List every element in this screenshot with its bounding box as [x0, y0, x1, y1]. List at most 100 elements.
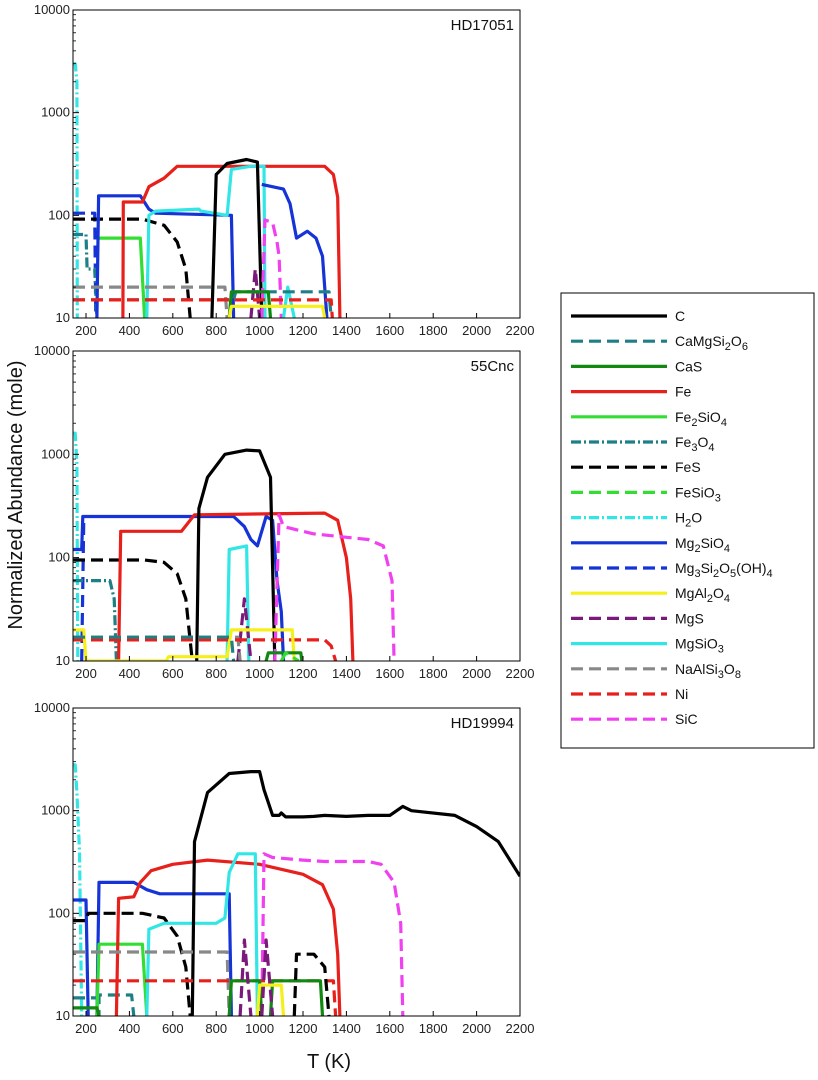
series-c-line — [195, 448, 277, 661]
series-mgal2o4-line — [227, 304, 327, 318]
series-fe-line — [121, 164, 342, 318]
x-tick-label: 200 — [75, 323, 97, 338]
series-mgal2o4-line — [255, 983, 286, 1016]
legend-label: MgSiO3 — [675, 636, 724, 656]
series-mgs-line — [249, 267, 262, 318]
legend-label: MgS — [675, 610, 704, 626]
panel-0: HD17051 200 400 600 800 1000 1200 1400 1600 1800 2… — [34, 2, 535, 338]
x-tick-label: 2200 — [506, 323, 535, 338]
series-fe2sio4-line — [96, 236, 147, 318]
y-tick-label: 100 — [48, 550, 70, 565]
x-axis-label: T (K) — [307, 1051, 351, 1073]
legend-label: CaMgSi2O6 — [675, 333, 748, 353]
series-naalsi3o8-line — [73, 285, 229, 318]
x-tick-label: 200 — [75, 1021, 97, 1036]
series-mgs-line — [260, 938, 275, 1016]
legend-label: Fe2SiO4 — [675, 409, 727, 429]
series-h2o-line — [73, 431, 80, 661]
series-camgsi2o6-line — [73, 993, 136, 1016]
series-ni-line — [73, 638, 338, 661]
x-tick-label: 1000 — [245, 666, 274, 681]
series-h2o-line — [73, 62, 79, 318]
series-mg2sio4-line — [95, 194, 236, 318]
x-tick-label: 800 — [205, 323, 227, 338]
legend-label: MgAl2O4 — [675, 585, 730, 605]
series-fe3o4-line — [73, 232, 99, 318]
x-tick-label: 600 — [162, 1021, 184, 1036]
y-tick-label: 1000 — [41, 446, 70, 461]
x-tick-label: 1000 — [245, 1021, 274, 1036]
x-tick-label: 400 — [119, 1021, 141, 1036]
plot-frame — [72, 9, 521, 319]
x-tick-label: 800 — [205, 1021, 227, 1036]
y-tick-label: 1000 — [41, 105, 70, 120]
x-tick-label: 1400 — [332, 323, 361, 338]
x-tick-label: 1400 — [332, 1021, 361, 1036]
series-fe-line — [117, 511, 355, 661]
series-fesio3-line — [279, 651, 300, 661]
series-mgsio3-line — [145, 852, 259, 1016]
x-tick-label: 1800 — [419, 1021, 448, 1036]
series-sic-line — [260, 218, 283, 318]
x-tick-label: 1000 — [245, 323, 274, 338]
legend-label: Ni — [675, 686, 688, 702]
series-mg2sio4-line — [73, 898, 90, 1016]
series-c-line — [190, 770, 520, 1016]
legend-label: C — [675, 308, 685, 324]
x-tick-label: 1600 — [375, 666, 404, 681]
plot-frame — [72, 350, 521, 662]
series-naalsi3o8-line — [73, 950, 231, 1016]
y-tick-label: 10 — [56, 310, 70, 325]
series-mg2sio4-line — [261, 182, 329, 318]
series-fes-line — [73, 558, 194, 661]
x-tick-label: 1800 — [419, 666, 448, 681]
series-fes-line — [73, 217, 192, 318]
series-cas-line — [227, 979, 264, 1016]
series-fes-line — [73, 911, 192, 1016]
legend-label: CaS — [675, 358, 702, 374]
legend: C CaMgSi2O6 CaS Fe Fe2SiO4 Fe3O4 FeS FeSiO3 H2O M… — [560, 292, 815, 749]
legend-label: Fe3O4 — [675, 434, 714, 454]
panel-1: 55Cnc 200 400 600 800 1000 1200 1400 1600 1800 200… — [34, 343, 535, 681]
legend-label: H2O — [675, 510, 702, 530]
x-tick-label: 1800 — [419, 323, 448, 338]
x-tick-label: 400 — [119, 666, 141, 681]
series-mgs-line — [238, 938, 253, 1016]
panel-2: HD19994 200 400 600 800 1000 1200 1400 1600 1800 2… — [34, 700, 535, 1036]
series-mg2sio4-line — [95, 880, 233, 1016]
x-tick-label: 600 — [162, 323, 184, 338]
series-c-line — [210, 157, 264, 318]
series-fes-line — [292, 952, 331, 1016]
panel-title: 55Cnc — [471, 358, 515, 375]
series-h2o-line — [73, 763, 84, 1016]
y-tick-label: 10000 — [34, 343, 70, 358]
x-tick-label: 1200 — [289, 323, 318, 338]
series-fe3o4-line — [73, 579, 118, 661]
legend-label: Mg2SiO4 — [675, 535, 730, 555]
y-tick-label: 10000 — [34, 2, 70, 17]
y-tick-label: 10 — [56, 1008, 70, 1023]
plot-frame — [72, 707, 521, 1017]
x-tick-label: 1200 — [289, 1021, 318, 1036]
x-tick-label: 2000 — [462, 1021, 491, 1036]
series-mg3si2o5oh4-line — [73, 211, 98, 318]
y-tick-label: 1000 — [41, 803, 70, 818]
legend-label: Mg3Si2O5(OH)4 — [675, 560, 773, 580]
x-tick-label: 800 — [205, 666, 227, 681]
x-tick-label: 400 — [119, 323, 141, 338]
series-fe2sio4-line — [95, 942, 149, 1016]
x-tick-label: 2000 — [462, 323, 491, 338]
legend-label: FeSiO3 — [675, 484, 721, 504]
series-mg2sio4-line — [73, 514, 286, 661]
legend-label: NaAlSi3O8 — [675, 661, 741, 681]
legend-label: FeS — [675, 459, 701, 475]
x-tick-label: 1600 — [375, 1021, 404, 1036]
x-tick-label: 600 — [162, 666, 184, 681]
series-ni-line — [73, 298, 334, 318]
x-tick-label: 1600 — [375, 323, 404, 338]
series-mgal2o4-line — [73, 628, 296, 661]
series-fe-line — [114, 858, 342, 1016]
x-tick-label: 2200 — [506, 1021, 535, 1036]
legend-label: Fe — [675, 384, 692, 400]
